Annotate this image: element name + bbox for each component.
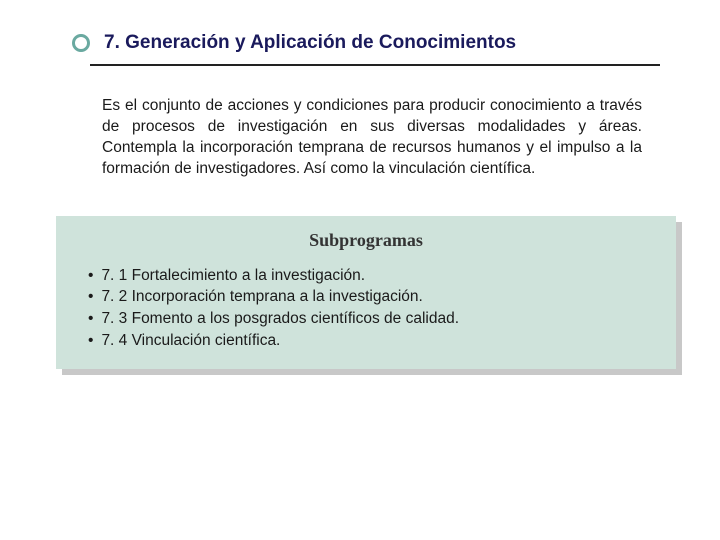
bullet-icon: • — [88, 308, 93, 330]
ring-icon — [72, 34, 90, 52]
bullet-icon: • — [88, 265, 93, 287]
item-text: 7. 2 Incorporación temprana a la investi… — [101, 286, 422, 308]
list-item: • 7. 2 Incorporación temprana a la inves… — [88, 286, 652, 308]
item-text: 7. 3 Fomento a los posgrados científicos… — [101, 308, 459, 330]
item-text: 7. 4 Vinculación científica. — [101, 330, 280, 352]
box-content: Subprogramas • 7. 1 Fortalecimiento a la… — [56, 216, 676, 370]
body-paragraph: Es el conjunto de acciones y condiciones… — [0, 96, 720, 180]
slide-title: 7. Generación y Aplicación de Conocimien… — [104, 32, 516, 54]
bullet-icon: • — [88, 330, 93, 352]
list-item: • 7. 3 Fomento a los posgrados científic… — [88, 308, 652, 330]
list-item: • 7. 1 Fortalecimiento a la investigació… — [88, 265, 652, 287]
title-row: 7. Generación y Aplicación de Conocimien… — [0, 32, 720, 54]
sub-heading: Subprogramas — [80, 230, 652, 251]
slide: 7. Generación y Aplicación de Conocimien… — [0, 0, 720, 540]
sub-list: • 7. 1 Fortalecimiento a la investigació… — [80, 265, 652, 352]
bullet-icon: • — [88, 286, 93, 308]
divider — [90, 64, 660, 66]
subprograms-box: Subprogramas • 7. 1 Fortalecimiento a la… — [56, 216, 676, 370]
list-item: • 7. 4 Vinculación científica. — [88, 330, 652, 352]
item-text: 7. 1 Fortalecimiento a la investigación. — [101, 265, 365, 287]
